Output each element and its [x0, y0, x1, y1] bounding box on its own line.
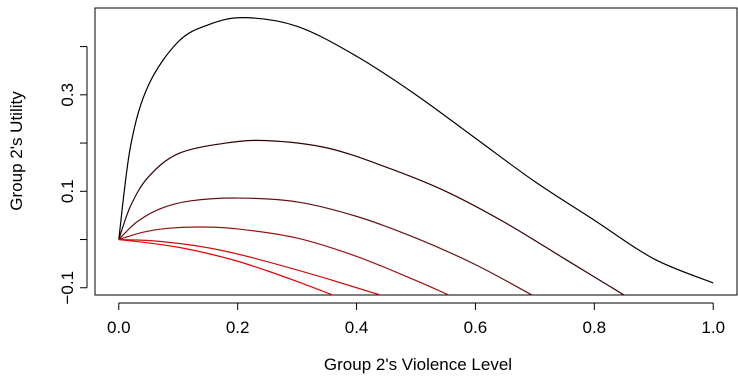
series-line-2: [118, 139, 625, 295]
x-tick-label: 0.0: [107, 318, 131, 337]
series-line-3: [118, 197, 533, 295]
x-tick-label: 0.2: [226, 318, 250, 337]
y-axis: −0.1 0.1 0.3: [58, 46, 88, 305]
x-tick-label: 0.8: [583, 318, 607, 337]
plot-box: [94, 7, 738, 296]
x-tick-label: 0.6: [464, 318, 488, 337]
series-line-1: [118, 17, 714, 284]
series-line-5: [118, 238, 381, 295]
series-layer: [118, 17, 714, 295]
x-tick-label: 0.4: [345, 318, 369, 337]
x-tick-label: 1.0: [701, 318, 725, 337]
x-axis: 0.0 0.2 0.4 0.6 0.8 1.0: [107, 302, 725, 337]
y-tick-label: 0.1: [58, 179, 77, 203]
series-line-4: [118, 226, 449, 295]
y-axis-label: Group 2's Utility: [7, 91, 26, 211]
y-tick-label: 0.3: [58, 83, 77, 107]
series-line-6: [118, 238, 333, 295]
x-axis-label: Group 2's Violence Level: [324, 355, 512, 374]
y-tick-label: −0.1: [58, 271, 77, 305]
